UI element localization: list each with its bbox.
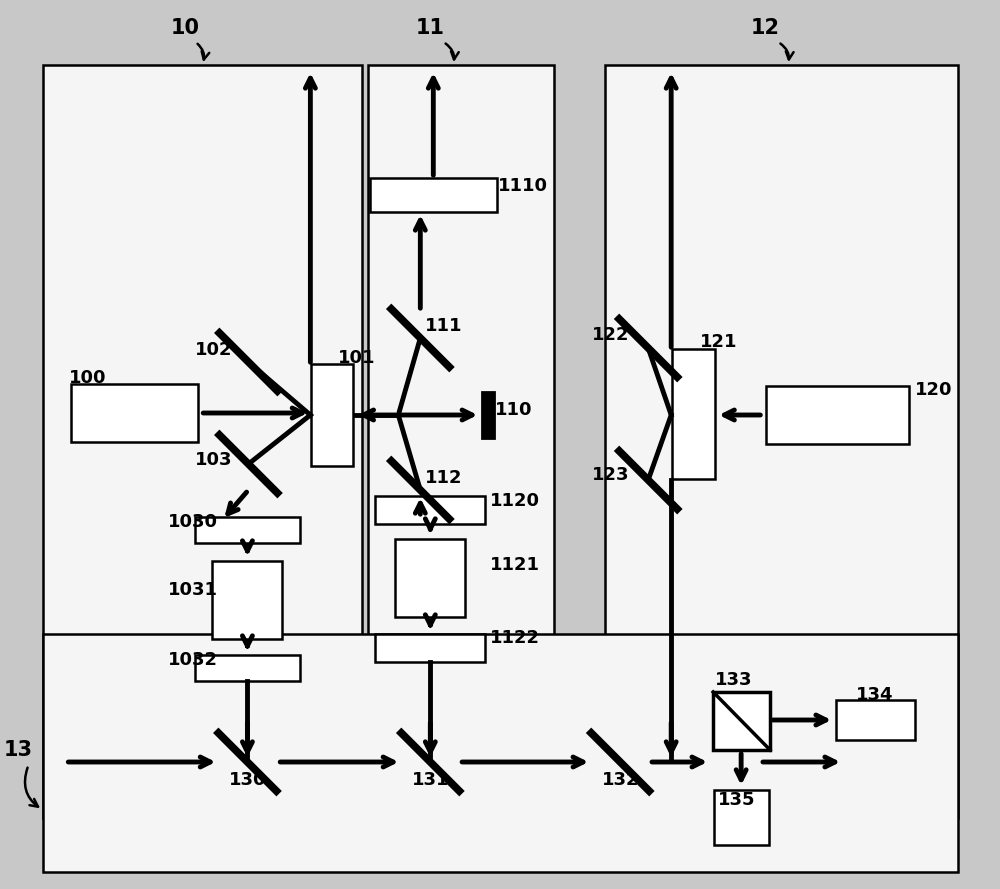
- Bar: [195, 517, 300, 543]
- Text: 131: 131: [412, 771, 449, 789]
- Bar: [713, 692, 770, 750]
- Text: 134: 134: [856, 686, 894, 704]
- Text: 1122: 1122: [490, 629, 540, 647]
- Bar: [43, 634, 958, 872]
- Bar: [605, 65, 958, 818]
- Bar: [71, 384, 198, 442]
- Text: 132: 132: [601, 771, 639, 789]
- Text: 103: 103: [194, 451, 232, 469]
- Text: 1031: 1031: [167, 581, 217, 599]
- Bar: [195, 655, 300, 681]
- Bar: [714, 789, 769, 845]
- Text: 110: 110: [495, 401, 533, 419]
- Text: 133: 133: [715, 671, 753, 689]
- Text: 112: 112: [425, 469, 463, 487]
- Bar: [482, 392, 494, 438]
- Text: 123: 123: [592, 466, 630, 484]
- Text: 1030: 1030: [167, 513, 217, 531]
- Text: 13: 13: [4, 740, 33, 760]
- Bar: [766, 386, 909, 444]
- Text: 1110: 1110: [498, 177, 548, 195]
- Text: 10: 10: [171, 18, 200, 38]
- Bar: [836, 700, 915, 740]
- Text: 121: 121: [700, 333, 738, 351]
- Text: 120: 120: [915, 381, 953, 399]
- Text: 1120: 1120: [490, 492, 540, 510]
- Text: 1032: 1032: [167, 651, 217, 669]
- Bar: [212, 561, 282, 639]
- Bar: [368, 65, 554, 818]
- Bar: [395, 539, 465, 617]
- Text: 12: 12: [751, 18, 780, 38]
- Bar: [375, 496, 485, 524]
- Bar: [311, 364, 353, 466]
- Text: 111: 111: [425, 317, 463, 335]
- Bar: [672, 349, 715, 479]
- Text: 122: 122: [592, 326, 630, 344]
- Text: 102: 102: [194, 341, 232, 359]
- Text: 135: 135: [718, 791, 756, 809]
- Text: 100: 100: [69, 369, 106, 387]
- Bar: [370, 178, 497, 212]
- Bar: [43, 65, 362, 818]
- Text: 130: 130: [229, 771, 266, 789]
- Bar: [375, 634, 485, 662]
- Text: 101: 101: [338, 349, 376, 367]
- Text: 1121: 1121: [490, 556, 540, 574]
- Text: 11: 11: [416, 18, 445, 38]
